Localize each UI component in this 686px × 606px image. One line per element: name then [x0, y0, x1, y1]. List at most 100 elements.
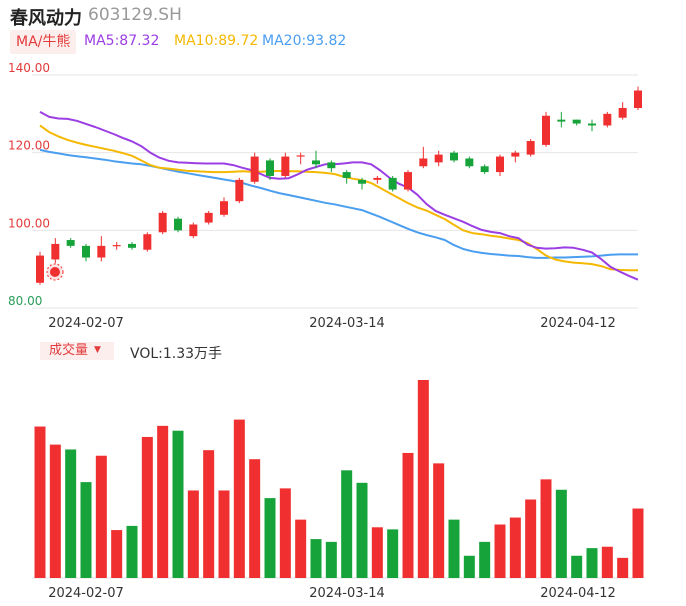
volume-bar — [601, 546, 613, 578]
candle-body — [634, 90, 642, 109]
volume-bar — [218, 490, 230, 578]
candle-body — [542, 115, 550, 145]
candle-body — [128, 243, 136, 248]
candle-body — [557, 119, 566, 122]
volume-bar — [310, 539, 322, 578]
ma20-line — [39, 148, 638, 259]
price-x-tick-label: 2024-03-14 — [309, 316, 385, 331]
volume-x-tick-label: 2024-03-14 — [309, 586, 385, 601]
volume-bar — [49, 444, 61, 578]
volume-bar — [249, 459, 261, 578]
volume-bar — [448, 519, 460, 578]
price-tick-label: 120.00 — [8, 139, 50, 153]
volume-bar — [632, 508, 644, 578]
candle-body — [281, 156, 290, 176]
candle-body — [112, 245, 121, 247]
volume-bar — [187, 490, 199, 578]
volume-indicator-selector[interactable]: 成交量 ▼ — [40, 342, 114, 360]
candle-body — [250, 156, 259, 182]
volume-bar — [95, 455, 107, 578]
ma5-label: MA5:87.32 — [84, 33, 160, 49]
candle-body — [465, 158, 474, 167]
price-tick-label: 140.00 — [8, 61, 50, 75]
ma10-line — [39, 124, 638, 272]
ma5-line — [39, 111, 639, 281]
ma-indicator-selector[interactable]: MA/牛熊 — [10, 30, 77, 54]
volume-bar — [509, 517, 521, 578]
volume-bar — [111, 530, 123, 578]
volume-x-tick-label: 2024-02-07 — [48, 586, 124, 601]
candle-body — [189, 224, 198, 237]
candle-body — [419, 158, 428, 167]
price-x-tick-label: 2024-02-07 — [48, 316, 124, 331]
candle-body — [97, 245, 106, 258]
volume-value: VOL:1.33万手 — [130, 346, 223, 362]
volume-bar — [233, 419, 245, 578]
candle-body — [496, 156, 504, 173]
volume-bar — [80, 482, 92, 578]
volume-bar — [356, 482, 368, 578]
candle-body — [220, 201, 228, 215]
volume-bar — [341, 470, 353, 578]
candle-body — [373, 177, 382, 180]
candle-body — [603, 113, 612, 126]
candle-body — [66, 240, 75, 246]
volume-bar — [402, 452, 414, 578]
volume-bar — [34, 426, 46, 578]
ma10-label: MA10:89.72 — [174, 33, 259, 49]
candle-body — [296, 155, 305, 157]
candle-body — [450, 152, 458, 161]
candle-body — [204, 212, 213, 223]
candle-body — [36, 255, 44, 283]
candle-body — [434, 154, 443, 163]
volume-bar — [586, 548, 598, 578]
candle-body — [51, 243, 60, 260]
volume-bar — [264, 498, 276, 578]
candle-body — [143, 234, 152, 250]
candle-body — [235, 179, 244, 202]
volume-label: 成交量 — [49, 343, 89, 358]
price-tick-label: 80.00 — [8, 294, 42, 308]
candle-body — [526, 141, 535, 155]
candle-body — [404, 172, 412, 190]
candle-body — [511, 152, 520, 157]
volume-bar — [387, 529, 399, 578]
caret-down-icon: ▼ — [94, 345, 101, 355]
candle-body — [158, 212, 167, 233]
volume-bar — [555, 489, 567, 578]
volume-bar — [325, 541, 337, 578]
volume-bar — [157, 425, 169, 578]
candle-body — [388, 177, 397, 190]
bull-marker-icon-core — [50, 267, 60, 277]
candle-body — [358, 179, 366, 184]
volume-bar — [433, 463, 445, 578]
candle-body — [480, 166, 489, 173]
candle-body — [618, 108, 627, 118]
volume-bar — [371, 527, 383, 578]
volume-bar — [141, 436, 153, 578]
candle-body — [312, 160, 320, 165]
candle-body — [572, 119, 581, 124]
candle-body — [342, 172, 351, 178]
volume-bar — [494, 524, 506, 578]
volume-bar — [279, 488, 291, 578]
volume-bar — [172, 430, 184, 578]
volume-x-tick-label: 2024-04-12 — [540, 586, 616, 601]
volume-bar — [295, 519, 307, 578]
candle-body — [327, 162, 336, 169]
volume-bar — [540, 479, 552, 578]
volume-bar — [463, 555, 475, 578]
candle-body — [266, 160, 274, 176]
stock-code: 603129.SH — [88, 5, 182, 25]
candle-body — [82, 245, 90, 258]
volume-bar — [571, 555, 583, 578]
price-tick-label: 100.00 — [8, 216, 50, 230]
volume-bar — [417, 380, 429, 578]
candle-body — [174, 218, 182, 231]
volume-bar — [479, 541, 491, 578]
stock-name: 春风动力 — [10, 8, 82, 29]
volume-bar — [525, 499, 537, 578]
volume-bar — [203, 450, 215, 578]
volume-bar — [617, 557, 629, 578]
